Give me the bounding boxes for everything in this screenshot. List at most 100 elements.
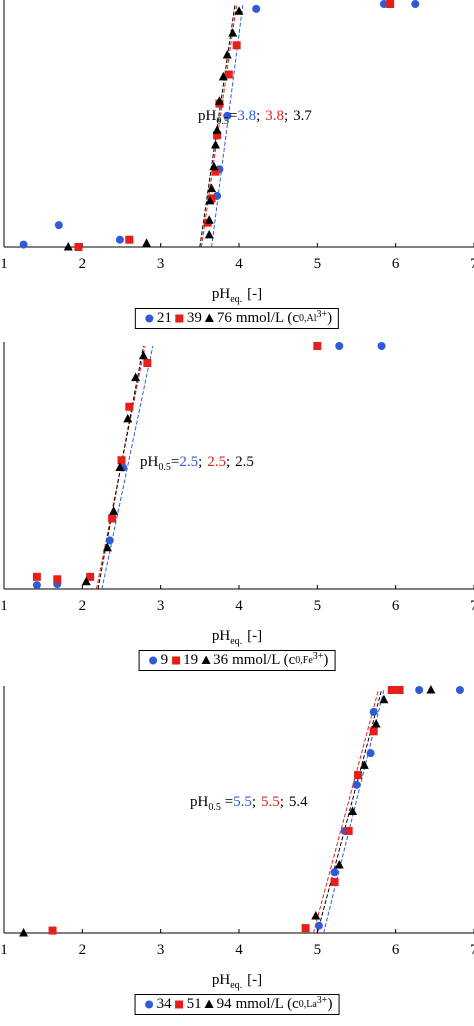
annotation-main: pH: [190, 794, 209, 810]
marker: [301, 924, 310, 933]
x-tick-label: 3: [157, 598, 165, 614]
legend-unit: mmol/L (c 0,La 3+): [235, 995, 333, 1013]
legend-marker-box: [171, 656, 180, 665]
marker: [369, 727, 378, 736]
marker: [214, 96, 224, 105]
marker: [145, 314, 154, 323]
marker: [204, 313, 214, 322]
marker: [54, 221, 63, 230]
legend-unit-sub: 0,La: [298, 999, 317, 1010]
x-tick-label: 6: [392, 598, 400, 614]
marker: [53, 575, 62, 584]
marker: [74, 243, 83, 251]
legend-marker-box: [145, 314, 154, 323]
legend-unit-main: mmol/L (c: [235, 996, 299, 1012]
marker: [115, 462, 125, 471]
x-tick-label: 2: [79, 942, 87, 958]
annotation-separator: ;: [280, 794, 284, 810]
marker: [204, 999, 214, 1008]
marker: [115, 235, 124, 244]
marker: [371, 719, 381, 728]
legend-label: 39: [186, 310, 202, 326]
marker: [204, 229, 214, 239]
legend-item: 9: [146, 652, 169, 669]
x-tick-label: 2: [79, 598, 87, 614]
marker: [19, 928, 29, 937]
marker: [207, 194, 216, 203]
marker: [109, 506, 119, 515]
marker: [213, 131, 222, 140]
marker: [335, 342, 344, 350]
marker: [123, 413, 133, 423]
marker: [232, 41, 241, 50]
x-label-tail: [-]: [247, 286, 262, 302]
annotation-value: 5.5: [261, 794, 280, 810]
x-tick-label: 1: [0, 598, 8, 614]
marker: [369, 707, 378, 716]
marker: [108, 514, 117, 523]
marker: [330, 877, 339, 886]
marker: [125, 402, 134, 411]
annotation-value: 2.5: [179, 454, 198, 470]
legend-unit-main: mmol/L (c: [235, 310, 300, 326]
x-tick-label: 4: [235, 942, 243, 958]
annotation-separator: ;: [256, 108, 260, 124]
legend-unit-end: ): [323, 652, 329, 668]
marker: [334, 859, 344, 869]
legend-unit-sup: 3+: [316, 995, 328, 1006]
marker: [204, 215, 214, 224]
legend-item: 34: [142, 996, 172, 1013]
marker: [348, 806, 358, 815]
legend-unit: mmol/L (c 0,Al 3+): [235, 309, 332, 327]
legend-unit-main: mmol/L (c: [232, 652, 296, 668]
legend-item: 51: [172, 996, 202, 1013]
marker: [411, 0, 420, 8]
annotation-value: 3.8: [265, 108, 284, 124]
annotation: pH0.5=3.8; 3.8; 3.7: [198, 108, 312, 127]
annotation-separator: ;: [284, 108, 288, 124]
x-tick-label: 7: [470, 942, 474, 958]
legend-marker-box: [175, 314, 184, 323]
marker: [352, 780, 361, 789]
legend-label: 94: [216, 996, 232, 1012]
annotation-sub: 0.5: [216, 116, 229, 127]
marker: [228, 28, 238, 37]
legend-item: 76: [202, 310, 232, 327]
legend-label: 21: [156, 310, 172, 326]
legend-label: 9: [160, 652, 169, 668]
marker: [63, 242, 73, 251]
marker: [207, 183, 217, 193]
marker: [145, 1000, 154, 1009]
marker: [125, 235, 134, 244]
legend-label: 51: [186, 996, 202, 1012]
x-label-main: pH: [212, 972, 231, 988]
legend-marker-box: [204, 313, 214, 322]
legend-marker-box: [175, 1000, 184, 1009]
marker: [131, 372, 141, 382]
annotation-value: 2.5: [235, 454, 254, 470]
x-label-sub: eq.: [230, 980, 242, 991]
legend: 9 19 36 mmol/L (c 0,Fe 3+): [138, 650, 336, 671]
marker: [379, 694, 389, 704]
marker: [314, 921, 323, 930]
fit-line: [312, 689, 379, 934]
marker: [223, 111, 232, 120]
annotation-eq: =: [171, 454, 179, 470]
marker: [366, 749, 375, 758]
marker: [201, 655, 211, 664]
legend-item: 36: [198, 652, 228, 669]
marker: [359, 760, 369, 769]
legend-item: 19: [168, 652, 198, 669]
annotation-value: 3.8: [237, 108, 256, 124]
marker: [344, 826, 353, 835]
marker: [19, 240, 28, 249]
x-tick-label: 6: [392, 256, 400, 272]
annotation-main: pH: [198, 108, 217, 124]
legend-unit-sub: 0,Al: [299, 313, 317, 324]
marker: [105, 536, 114, 545]
marker: [354, 771, 363, 780]
annotation-sub: 0.5: [208, 802, 221, 813]
marker: [313, 342, 322, 350]
